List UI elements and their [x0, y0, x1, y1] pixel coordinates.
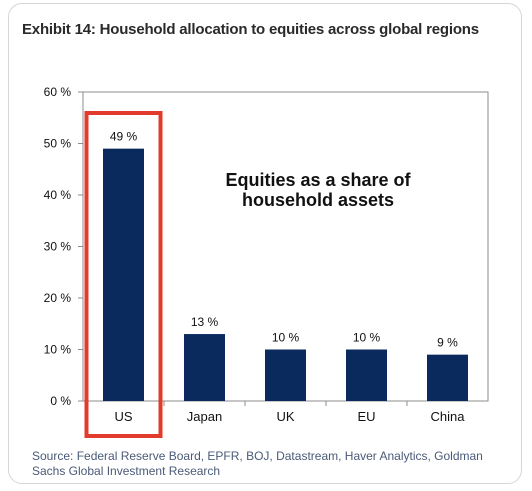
- bar-uk: [265, 349, 306, 401]
- bars: [103, 148, 468, 401]
- y-tick-label: 10 %: [44, 343, 72, 357]
- y-tick-label: 30 %: [44, 240, 72, 254]
- x-axis-labels: US Japan UK EU China: [114, 409, 465, 424]
- data-label: 13 %: [191, 315, 219, 329]
- us-highlight-box: [84, 111, 163, 438]
- x-tick-label: EU: [357, 409, 375, 424]
- y-tick-label: 50 %: [44, 137, 72, 151]
- y-tick-label: 0 %: [50, 394, 71, 408]
- annotation-line-2: household assets: [242, 190, 394, 210]
- bar-us: [103, 148, 144, 401]
- bar-china: [427, 354, 468, 401]
- y-axis: 0 % 10 % 20 % 30 % 40 % 50 % 60 %: [44, 85, 408, 408]
- x-ticks: [163, 401, 408, 406]
- x-tick-label: Japan: [187, 409, 222, 424]
- bar-eu: [346, 349, 387, 401]
- annotation-line-1: Equities as a share of: [225, 170, 411, 190]
- source-note: Source: Federal Reserve Board, EPFR, BOJ…: [32, 449, 483, 478]
- data-label: 9 %: [437, 336, 458, 350]
- y-tick-label: 20 %: [44, 291, 72, 305]
- y-tick-label: 60 %: [44, 85, 72, 99]
- chart-title: Exhibit 14: Household allocation to equi…: [22, 21, 479, 38]
- x-tick-label: UK: [276, 409, 294, 424]
- x-tick-label: China: [431, 409, 466, 424]
- data-labels: 49 % 13 % 10 % 10 % 9 %: [110, 130, 458, 350]
- y-tick-label: 40 %: [44, 188, 72, 202]
- data-label: 10 %: [353, 331, 381, 345]
- x-tick-label: US: [114, 409, 132, 424]
- data-label: 10 %: [272, 331, 300, 345]
- chart-card: [8, 3, 522, 484]
- data-label: 49 %: [110, 130, 138, 144]
- bar-japan: [184, 334, 225, 401]
